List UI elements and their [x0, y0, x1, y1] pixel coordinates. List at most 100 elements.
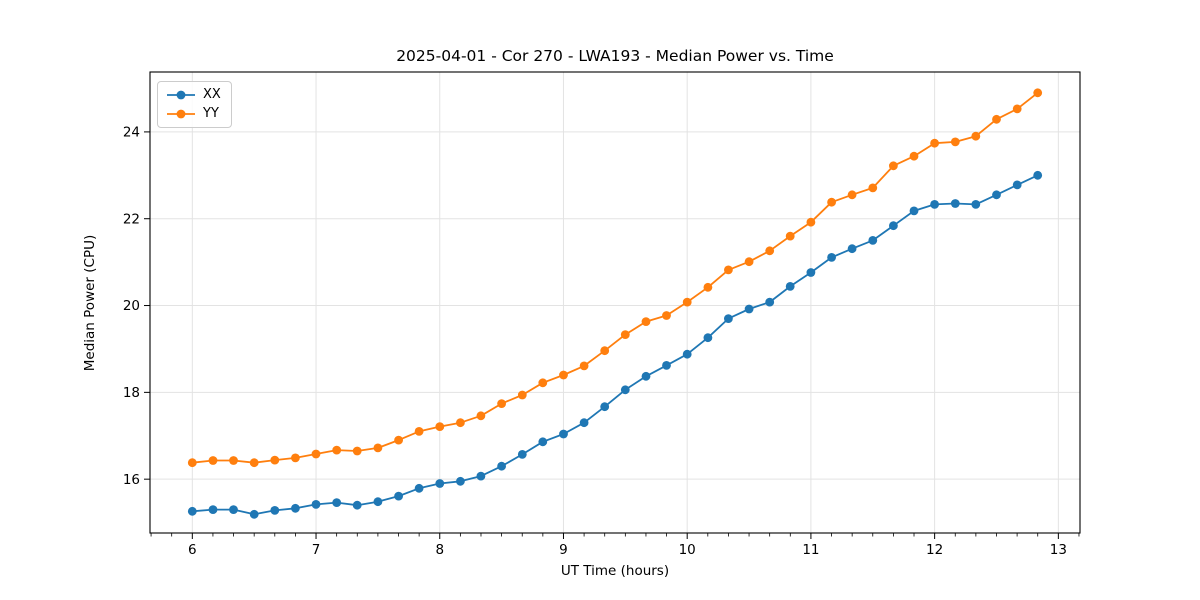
data-point-XX: [909, 206, 919, 216]
data-point-XX: [662, 361, 671, 370]
data-point-XX: [930, 200, 939, 209]
series-XX-line: [192, 174, 1039, 516]
data-point-XX: [497, 461, 506, 471]
data-point-XX: [538, 437, 548, 447]
y-tick-label: 18: [123, 385, 140, 401]
data-point-XX: [517, 450, 527, 459]
data-point-YY: [1033, 88, 1043, 98]
x-axis-label: UT Time (hours): [560, 563, 670, 579]
data-point-YY: [517, 390, 527, 400]
data-point-YY: [291, 453, 300, 463]
data-point-YY: [332, 445, 342, 455]
x-minor-ticks: [150, 533, 1080, 537]
series-YY-line: [192, 92, 1039, 464]
gridlines: [150, 72, 1080, 533]
data-point-YY: [456, 418, 465, 428]
data-point-XX: [600, 402, 610, 412]
data-point-YY: [620, 330, 630, 339]
data-point-XX: [682, 349, 692, 359]
series-YY: [187, 88, 1043, 468]
x-tick-label: 11: [802, 542, 819, 558]
data-point-YY: [249, 458, 259, 468]
data-point-YY: [971, 131, 981, 141]
legend-entry-yy: YY: [166, 106, 221, 122]
data-point-XX: [270, 506, 280, 515]
legend-label-yy: YY: [203, 106, 219, 121]
data-point-YY: [600, 346, 610, 356]
data-point-YY: [394, 435, 403, 445]
data-point-YY: [950, 137, 960, 147]
data-point-XX: [249, 509, 259, 519]
data-point-XX: [394, 491, 403, 501]
data-point-YY: [311, 449, 321, 459]
data-point-XX: [579, 418, 589, 428]
x-tick-label: 13: [1050, 542, 1067, 558]
data-point-YY: [806, 217, 816, 227]
data-point-YY: [352, 446, 362, 456]
data-point-YY: [724, 265, 733, 275]
y-tick-label: 20: [123, 298, 140, 314]
data-point-YY: [1012, 104, 1022, 114]
x-tick-label: 10: [679, 542, 696, 558]
data-point-XX: [827, 253, 836, 262]
data-point-XX: [765, 297, 775, 307]
data-point-XX: [847, 244, 857, 254]
data-point-YY: [579, 361, 589, 371]
legend: XX YY: [157, 81, 232, 128]
data-point-XX: [744, 304, 754, 314]
data-point-XX: [291, 503, 300, 513]
data-point-XX: [435, 479, 445, 488]
x-tick-label: 7: [312, 542, 321, 558]
x-tick-label: 12: [926, 542, 943, 558]
data-point-XX: [1012, 180, 1022, 190]
data-point-YY: [229, 456, 238, 465]
data-point-YY: [744, 257, 754, 267]
data-point-XX: [476, 471, 486, 481]
data-point-YY: [703, 282, 713, 292]
data-point-XX: [559, 429, 568, 439]
data-point-YY: [662, 311, 671, 320]
data-point-YY: [847, 190, 857, 200]
data-point-XX: [229, 505, 238, 514]
y-tick-label: 24: [123, 125, 140, 141]
data-point-YY: [641, 317, 651, 326]
data-point-YY: [414, 427, 424, 436]
data-point-YY: [208, 456, 218, 465]
data-point-XX: [187, 506, 197, 516]
data-point-XX: [311, 500, 321, 509]
data-point-YY: [868, 183, 878, 193]
y-axis-label: Median Power (CPU): [82, 234, 98, 372]
data-point-YY: [497, 399, 506, 408]
data-point-YY: [476, 411, 486, 421]
data-point-XX: [889, 221, 898, 231]
data-point-XX: [414, 483, 424, 493]
data-point-XX: [971, 200, 981, 209]
data-point-YY: [435, 422, 445, 431]
data-point-XX: [868, 236, 878, 245]
data-point-YY: [682, 297, 692, 307]
data-point-XX: [806, 268, 816, 277]
data-point-YY: [889, 161, 898, 171]
chart-title: 2025-04-01 - Cor 270 - LWA193 - Median P…: [396, 47, 834, 65]
legend-entry-xx: XX: [166, 87, 221, 103]
legend-marker-yy-icon: [167, 109, 195, 119]
x-tick-label: 8: [435, 542, 444, 558]
data-point-YY: [187, 458, 197, 468]
legend-label-xx: XX: [203, 87, 221, 102]
data-point-YY: [765, 246, 775, 256]
data-point-YY: [270, 455, 280, 465]
y-tick-label: 22: [123, 211, 140, 227]
data-point-XX: [352, 500, 362, 510]
data-point-XX: [208, 505, 218, 514]
data-point-YY: [373, 443, 383, 453]
data-point-XX: [332, 498, 342, 507]
x-tick-label: 6: [188, 542, 197, 558]
y-tick-label: 16: [123, 472, 140, 488]
data-point-XX: [785, 282, 795, 291]
data-point-YY: [538, 378, 548, 388]
data-point-XX: [992, 190, 1001, 200]
data-point-YY: [827, 197, 836, 207]
axis-ticks: 6 7 8 9 10 11 12 13 16 18 20 22 24: [123, 125, 1067, 558]
x-tick-label: 9: [559, 542, 568, 558]
